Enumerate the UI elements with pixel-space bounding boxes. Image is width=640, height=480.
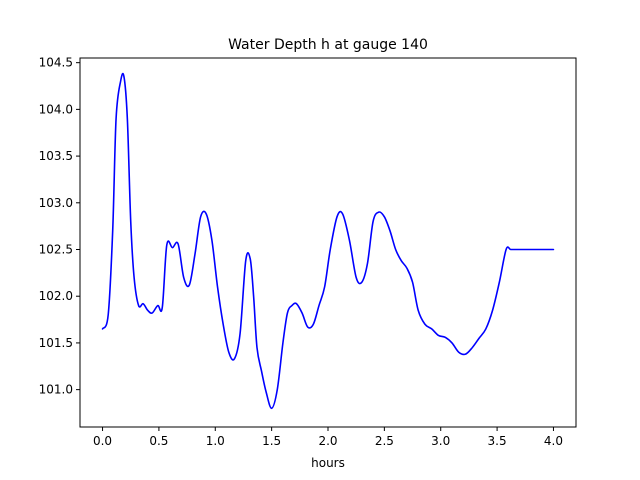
y-tick-label: 101.0 xyxy=(39,383,73,397)
y-tick-label: 104.0 xyxy=(39,102,73,116)
y-tick-label: 103.0 xyxy=(39,196,73,210)
x-tick-label: 0.0 xyxy=(93,434,112,448)
x-tick-label: 3.5 xyxy=(488,434,507,448)
x-axis-label: hours xyxy=(311,456,345,470)
y-tick-label: 101.5 xyxy=(39,336,73,350)
x-tick-label: 3.0 xyxy=(431,434,450,448)
chart-title: Water Depth h at gauge 140 xyxy=(228,37,428,53)
x-tick-label: 0.5 xyxy=(149,434,168,448)
x-tick-label: 1.0 xyxy=(206,434,225,448)
y-tick-label: 104.5 xyxy=(39,56,73,70)
x-tick-label: 4.0 xyxy=(544,434,563,448)
plot-area: 0.0 0.5 1.0 1.5 2.0 2.5 3.0 3.5 4.0 101.0 101.5 102… xyxy=(39,56,577,448)
y-tick-label: 102.0 xyxy=(39,289,73,303)
x-tick-label: 2.5 xyxy=(375,434,394,448)
series-line xyxy=(101,72,555,410)
x-tick-label: 2.0 xyxy=(318,434,337,448)
x-tick-label: 1.5 xyxy=(262,434,281,448)
y-tick-label: 102.5 xyxy=(39,243,73,257)
y-tick-label: 103.5 xyxy=(39,149,73,163)
